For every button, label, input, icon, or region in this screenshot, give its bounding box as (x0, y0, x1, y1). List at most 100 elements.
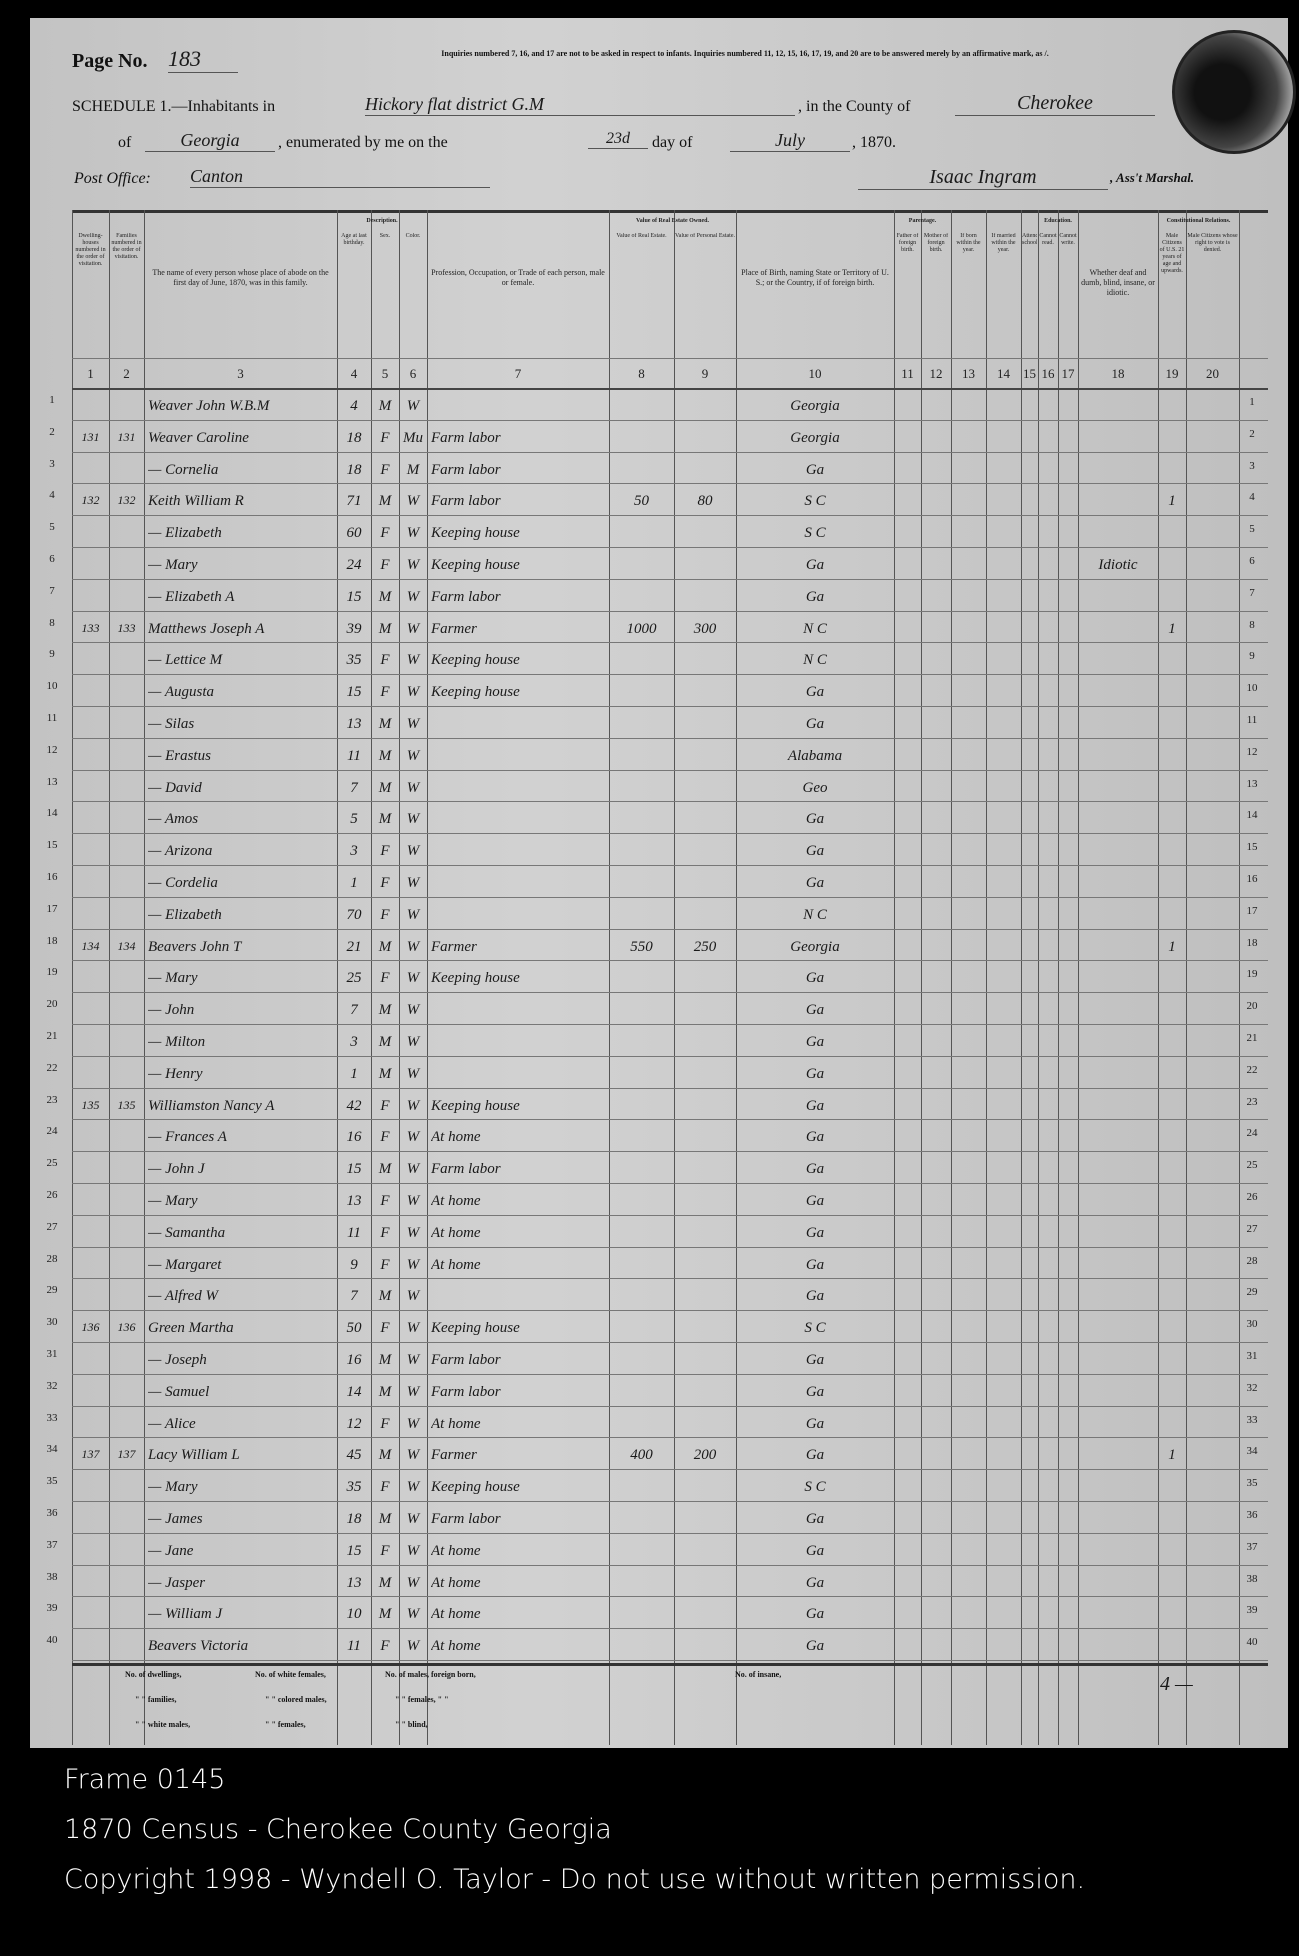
disability: Idiotic (1098, 557, 1138, 573)
row-number-right: 8 (1249, 618, 1255, 631)
occupation: Farm labor (431, 1383, 501, 1400)
column-number: 15 (1023, 366, 1036, 381)
birthplace: Georgia (790, 429, 840, 446)
column-divider (1038, 210, 1039, 1745)
row-rule (72, 674, 1268, 676)
age: 11 (347, 1224, 361, 1241)
column-divider (736, 210, 737, 1745)
age: 50 (346, 1320, 362, 1337)
row-rule (72, 610, 1268, 612)
row-number-left: 19 (46, 966, 58, 979)
person-name: — Alfred W (148, 1288, 218, 1305)
copyright-notice: Copyright 1998 - Wyndell O. Taylor - Do … (64, 1864, 1086, 1895)
row-number-left: 22 (46, 1061, 58, 1074)
family-number: 134 (117, 938, 136, 953)
row-rule (72, 737, 1268, 739)
row-number-right: 9 (1249, 650, 1255, 663)
column-divider (72, 210, 73, 1745)
column-header: Male Citizens whose right to vote is den… (1187, 233, 1238, 253)
row-number-left: 8 (49, 616, 55, 629)
occupation: Keeping house (431, 684, 520, 701)
row-rule (72, 642, 1268, 644)
age: 12 (346, 1415, 362, 1432)
birthplace: S C (804, 493, 826, 510)
occupation: Farm labor (431, 429, 501, 446)
column-header: Dwelling-houses numbered in the order of… (75, 233, 106, 267)
occupation: At home (431, 1574, 481, 1591)
age: 24 (346, 557, 362, 573)
color: W (406, 1193, 420, 1209)
age: 35 (346, 652, 362, 669)
birthplace: Ga (805, 716, 825, 732)
row-number-right: 34 (1246, 1445, 1258, 1458)
column-number: 4 (350, 366, 358, 381)
row-number-left: 9 (49, 648, 55, 661)
row-number-left: 28 (46, 1252, 58, 1265)
census-page: Page No. 183 Inquiries numbered 7, 16, a… (30, 18, 1296, 1748)
summary-tally: 4 — (1160, 1673, 1193, 1695)
person-name: — James (148, 1511, 203, 1527)
row-number-left: 23 (46, 1093, 58, 1106)
age: 42 (346, 1097, 362, 1114)
row-number-right: 38 (1246, 1572, 1258, 1585)
occupation: Farm labor (431, 588, 501, 605)
row-number-left: 37 (46, 1538, 58, 1551)
instructions: Inquiries numbered 7, 16, and 17 are not… (441, 49, 1049, 58)
column-group-header: Education. (1044, 218, 1072, 224)
color: W (406, 557, 420, 573)
occupation: At home (431, 1256, 481, 1273)
row-number-left: 24 (46, 1125, 58, 1138)
birthplace: Ga (805, 1002, 825, 1019)
birthplace: S C (804, 1479, 826, 1496)
color: W (406, 1161, 420, 1178)
row-rule (72, 1024, 1268, 1025)
color: W (406, 1288, 420, 1305)
row-rule (72, 1342, 1268, 1343)
person-name: — Mary (148, 1193, 198, 1209)
sex: F (380, 461, 390, 478)
row-rule (72, 1310, 1268, 1312)
column-header: If born within the year. (956, 233, 981, 253)
color: W (406, 747, 420, 764)
occupation: Keeping house (431, 970, 520, 987)
citizen-mark: 1 (1168, 1447, 1176, 1464)
age: 35 (346, 1479, 362, 1496)
row-rule (72, 1660, 1268, 1661)
sex: F (380, 843, 390, 860)
row-number-right: 21 (1246, 1032, 1258, 1044)
age: 7 (350, 1288, 358, 1305)
person-name: — Elizabeth A (148, 588, 235, 605)
sex: M (378, 1383, 392, 1400)
row-number-left: 35 (46, 1475, 58, 1488)
sex: F (380, 906, 390, 923)
row-number-right: 33 (1246, 1413, 1258, 1426)
color: W (406, 716, 420, 732)
birthplace: N C (803, 906, 827, 923)
summary-label: No. of insane, (735, 1670, 782, 1679)
birthplace: Ga (805, 1224, 825, 1241)
age: 11 (347, 747, 361, 764)
column-number: 10 (808, 366, 822, 381)
sex: M (378, 1447, 392, 1464)
family-number: 135 (117, 1097, 136, 1112)
occupation: Farm labor (431, 1511, 501, 1527)
age: 3 (350, 1034, 358, 1050)
family-number: 132 (117, 493, 136, 508)
person-name: — Arizona (148, 843, 213, 860)
column-divider (1078, 210, 1079, 1745)
page-label: Page No. (72, 50, 148, 72)
age: 21 (346, 938, 362, 955)
personal-estate-value: 80 (697, 493, 713, 510)
page-number: 183 (168, 46, 238, 73)
row-number-right: 32 (1246, 1381, 1258, 1394)
age: 15 (346, 1161, 362, 1178)
column-number: 6 (409, 366, 417, 381)
row-number-left: 30 (46, 1316, 58, 1329)
person-name: Weaver John W.B.M (148, 398, 270, 414)
age: 18 (346, 461, 362, 478)
column-header: Age at last birthday. (341, 233, 367, 246)
color: W (406, 1638, 420, 1655)
person-name: Keith William R (148, 493, 244, 510)
person-name: — Milton (148, 1034, 206, 1050)
row-number-left: 18 (46, 934, 58, 947)
